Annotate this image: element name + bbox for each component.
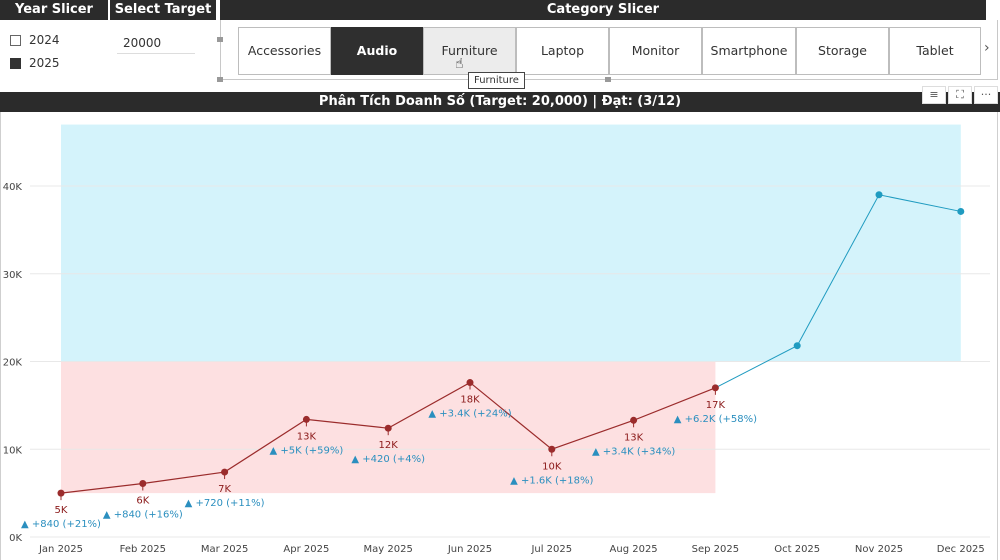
chart-frame xyxy=(0,112,998,560)
delta-label: ▲ +3.4K (+24%) xyxy=(428,409,511,420)
delta-label: ▲ +840 (+16%) xyxy=(103,509,183,520)
x-tick-label: Aug 2025 xyxy=(610,544,658,555)
data-label: 7K xyxy=(218,484,231,495)
x-tick-label: Jan 2025 xyxy=(38,544,83,555)
hand-cursor-icon: ☝ xyxy=(455,56,464,72)
chart-title: Phân Tích Doanh Số (Target: 20,000) | Đạ… xyxy=(0,92,1000,112)
year-slicer-title: Year Slicer xyxy=(0,0,108,20)
more-options-icon[interactable]: ··· xyxy=(974,86,998,104)
data-label: 17K xyxy=(706,400,726,411)
delta-label: ▲ +420 (+4%) xyxy=(351,454,425,465)
y-tick-label: 30K xyxy=(3,270,23,281)
forecast-point xyxy=(957,207,965,215)
x-tick-label: Jun 2025 xyxy=(447,544,492,555)
category-furniture[interactable]: Furniture xyxy=(423,27,516,75)
delta-label: ▲ +1.6K (+18%) xyxy=(510,475,593,486)
category-monitor[interactable]: Monitor xyxy=(609,27,702,75)
year-item-2024[interactable]: 2024 xyxy=(10,30,60,50)
visual-header-icons: ≡ ⛶ ··· xyxy=(922,86,998,104)
x-tick-label: Dec 2025 xyxy=(937,544,985,555)
category-audio[interactable]: Audio xyxy=(331,27,423,75)
category-accessories[interactable]: Accessories xyxy=(238,27,331,75)
data-label: 13K xyxy=(624,432,644,443)
target-slicer-title: Select Target xyxy=(110,0,216,20)
actual-point xyxy=(384,424,392,432)
year-slicer-list: 2024 2025 xyxy=(10,30,60,76)
actual-point xyxy=(57,489,65,497)
y-tick-label: 0K xyxy=(9,533,22,544)
resize-handle-icon[interactable] xyxy=(217,77,223,82)
filter-icon[interactable]: ≡ xyxy=(922,86,946,104)
focus-mode-icon[interactable]: ⛶ xyxy=(948,86,972,104)
actual-point xyxy=(630,416,638,424)
delta-label: ▲ +5K (+59%) xyxy=(270,445,344,456)
actual-point xyxy=(302,415,310,423)
data-label: 12K xyxy=(379,440,399,451)
data-label: 6K xyxy=(136,495,149,506)
data-label: 5K xyxy=(55,505,68,516)
data-label: 10K xyxy=(542,461,562,472)
category-storage[interactable]: Storage xyxy=(796,27,889,75)
data-label: 13K xyxy=(297,431,317,442)
delta-label: ▲ +840 (+21%) xyxy=(21,519,101,530)
y-tick-label: 40K xyxy=(3,182,23,193)
year-item-2025[interactable]: 2025 xyxy=(10,53,60,73)
category-tablet[interactable]: Tablet xyxy=(889,27,981,75)
delta-label: ▲ +6.2K (+58%) xyxy=(674,414,757,425)
forecast-point xyxy=(875,191,883,199)
actual-point xyxy=(711,384,719,392)
category-smartphone[interactable]: Smartphone xyxy=(702,27,796,75)
resize-handle-icon[interactable] xyxy=(605,77,611,82)
category-slicer-title: Category Slicer xyxy=(220,0,986,20)
resize-handle-icon[interactable] xyxy=(217,37,223,42)
delta-label: ▲ +720 (+11%) xyxy=(185,498,265,509)
sales-line-chart: 0K 10K 20K 30K 40K Jan 2025 Feb 2025 Mar 2025 Ap… xyxy=(3,124,990,555)
x-tick-label: Oct 2025 xyxy=(774,544,820,555)
x-tick-label: Sep 2025 xyxy=(692,544,739,555)
category-tooltip: Furniture xyxy=(468,72,525,89)
x-tick-label: May 2025 xyxy=(364,544,413,555)
checkbox-checked-icon[interactable] xyxy=(10,57,21,69)
checkbox-icon[interactable] xyxy=(10,34,21,46)
x-tick-label: Jul 2025 xyxy=(530,544,572,555)
year-item-label: 2024 xyxy=(29,33,60,47)
forecast-point xyxy=(793,342,801,350)
actual-point xyxy=(221,468,229,476)
y-tick-label: 10K xyxy=(3,445,23,456)
x-tick-label: Apr 2025 xyxy=(283,544,329,555)
y-tick-label: 20K xyxy=(3,358,23,369)
x-tick-label: Feb 2025 xyxy=(120,544,166,555)
actual-point xyxy=(139,479,147,487)
data-label: 18K xyxy=(460,395,480,406)
forecast-series-line xyxy=(715,194,961,389)
chevron-right-icon[interactable]: › xyxy=(984,40,990,56)
above-target-band xyxy=(61,124,961,362)
category-laptop[interactable]: Laptop xyxy=(516,27,609,75)
delta-label: ▲ +3.4K (+34%) xyxy=(592,446,675,457)
x-tick-label: Nov 2025 xyxy=(855,544,903,555)
x-tick-label: Mar 2025 xyxy=(201,544,249,555)
actual-point xyxy=(548,445,556,453)
year-item-label: 2025 xyxy=(29,56,60,70)
target-input[interactable] xyxy=(117,32,195,54)
actual-point xyxy=(466,379,474,387)
